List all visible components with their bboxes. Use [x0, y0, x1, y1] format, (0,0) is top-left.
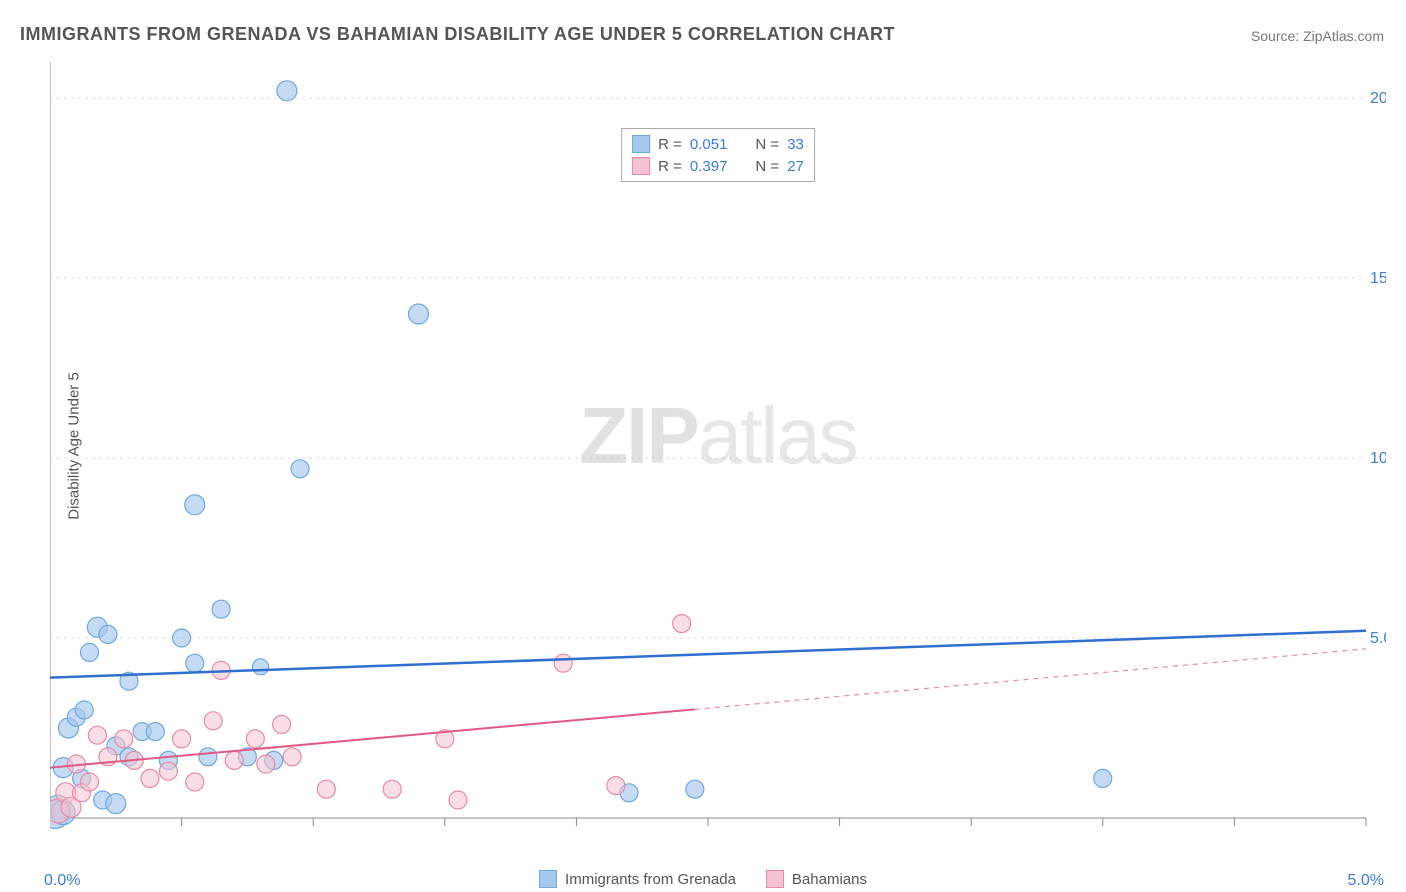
n-value: 33 — [787, 136, 804, 153]
x-axis-min-label: 0.0% — [44, 872, 80, 890]
r-label: R = — [658, 136, 682, 153]
legend-swatch — [632, 135, 650, 153]
legend-row: R = 0.397 N = 27 — [632, 155, 804, 177]
legend-correlation: R = 0.051 N = 33 R = 0.397 N = 27 — [621, 128, 815, 182]
x-axis-max-label: 5.0% — [1348, 872, 1384, 890]
n-label: N = — [755, 158, 779, 175]
svg-text:5.0%: 5.0% — [1370, 630, 1386, 647]
r-label: R = — [658, 158, 682, 175]
legend-swatch — [539, 870, 557, 888]
svg-text:15.0%: 15.0% — [1370, 270, 1386, 287]
legend-swatch — [632, 157, 650, 175]
chart-title: IMMIGRANTS FROM GRENADA VS BAHAMIAN DISA… — [20, 24, 895, 45]
legend-item: Immigrants from Grenada — [539, 870, 736, 888]
r-value: 0.397 — [690, 158, 728, 175]
r-value: 0.051 — [690, 136, 728, 153]
source-attribution: Source: ZipAtlas.com — [1251, 28, 1384, 44]
scatter-plot: ZIPatlas 5.0%10.0%15.0%20.0% R =0.051N =… — [50, 62, 1386, 842]
n-label: N = — [755, 136, 779, 153]
svg-text:20.0%: 20.0% — [1370, 90, 1386, 107]
n-value: 27 — [787, 158, 804, 175]
svg-text:10.0%: 10.0% — [1370, 450, 1386, 467]
legend-swatch — [766, 870, 784, 888]
legend-item: Bahamians — [766, 870, 867, 888]
legend-label: Immigrants from Grenada — [565, 871, 736, 888]
legend-row: R = 0.051 N = 33 — [632, 133, 804, 155]
legend-series: Immigrants from Grenada Bahamians — [539, 870, 867, 888]
legend-label: Bahamians — [792, 871, 867, 888]
